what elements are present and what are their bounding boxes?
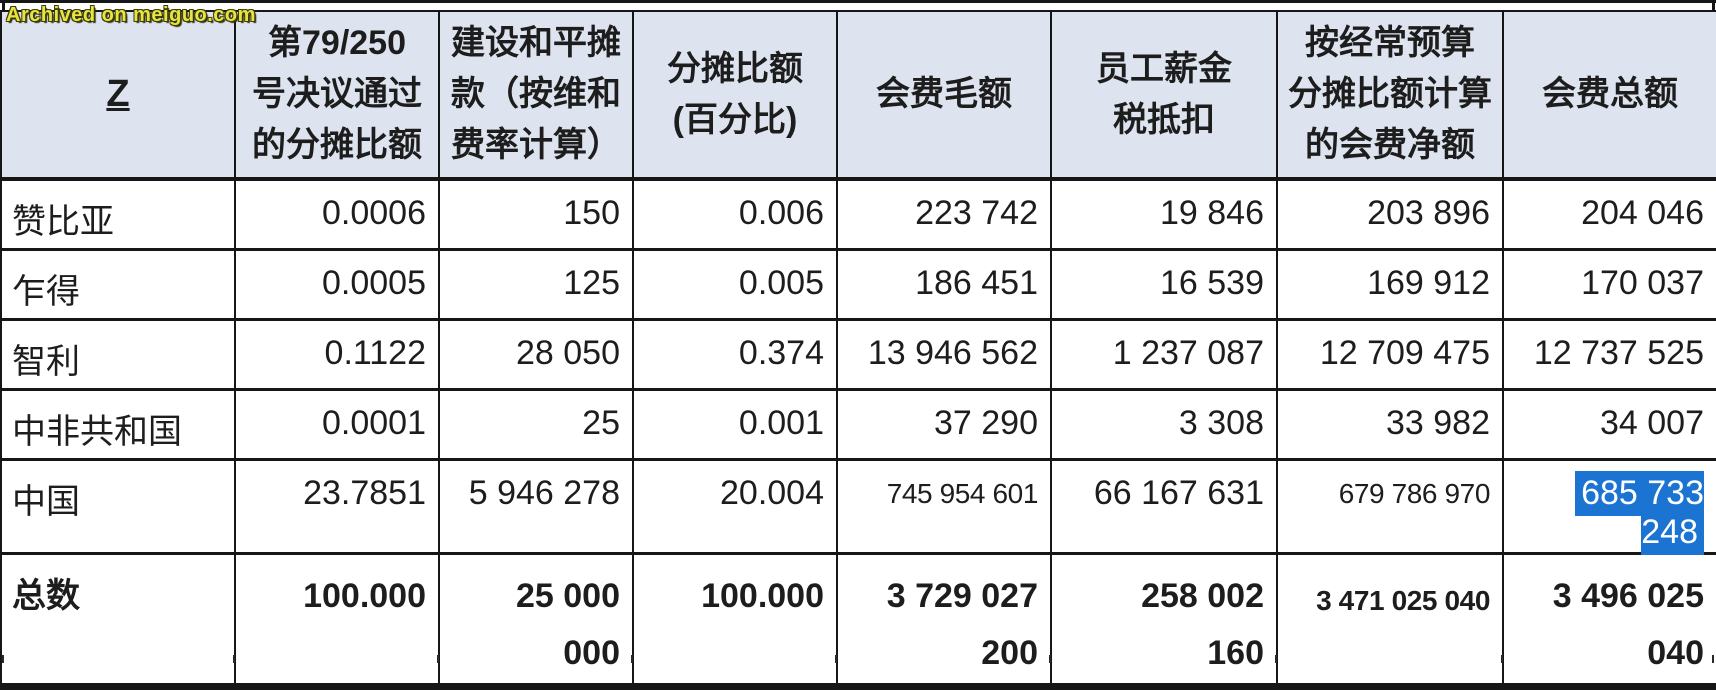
country-cell: 赞比亚 (0, 177, 236, 251)
column-header-5: 员工薪金 税抵扣 (1050, 10, 1278, 181)
value-cell: 0.001 (632, 387, 838, 461)
value-cell: 0.0001 (234, 387, 440, 461)
value-cell: 685 733 248 (1502, 457, 1716, 555)
value-cell: 3 471 025 040 (1276, 551, 1504, 690)
country-cell: 中国 (0, 457, 236, 555)
selected-value: 685 733 248 (1575, 470, 1704, 555)
value-cell: 125 (438, 247, 634, 321)
value-cell: 3 729 027 200 (836, 551, 1052, 690)
cutoff-row-top-border (0, 0, 1716, 3)
value-cell: 28 050 (438, 317, 634, 391)
value-cell: 5 946 278 (438, 457, 634, 555)
value-cell: 12 709 475 (1276, 317, 1504, 391)
column-header-7: 会费总额 (1502, 10, 1716, 181)
value-cell: 16 539 (1050, 247, 1278, 321)
value-cell: 3 308 (1050, 387, 1278, 461)
country-cell: 中非共和国 (0, 387, 236, 461)
watermark: Archived on meiguo.com (6, 4, 256, 26)
value-cell: 0.0005 (234, 247, 440, 321)
value-cell: 13 946 562 (836, 317, 1052, 391)
total-label-cell: 总数 (0, 551, 236, 690)
column-header-4: 会费毛额 (836, 10, 1052, 181)
column-header-6: 按经常预算 分摊比额计算 的会费净额 (1276, 10, 1504, 181)
value-cell: 12 737 525 (1502, 317, 1716, 391)
value-cell: 0.006 (632, 177, 838, 251)
column-header-0: Z (0, 10, 236, 181)
table-row: 乍得 0.0005 125 0.005 186 451 16 539 169 912 170 … (0, 247, 1716, 321)
column-header-1: 第79/250 号决议通过 的分摊比额 (234, 10, 440, 181)
table-row: 中非共和国 0.0001 25 0.001 37 290 3 308 33 982 34 00… (0, 387, 1716, 461)
value-cell: 66 167 631 (1050, 457, 1278, 555)
value-cell: 223 742 (836, 177, 1052, 251)
table-row: 赞比亚 0.0006 150 0.006 223 742 19 846 203 896 204… (0, 177, 1716, 251)
value-cell: 37 290 (836, 387, 1052, 461)
value-cell: 100.000 (234, 551, 440, 690)
value-cell: 0.1122 (234, 317, 440, 391)
value-cell: 100.000 (632, 551, 838, 690)
column-header-2: 建设和平摊 款（按维和 费率计算） (438, 10, 634, 181)
value-cell: 204 046 (1502, 177, 1716, 251)
country-cell: 乍得 (0, 247, 236, 321)
value-cell: 1 237 087 (1050, 317, 1278, 391)
value-cell: 33 982 (1276, 387, 1504, 461)
value-cell: 0.005 (632, 247, 838, 321)
value-cell: 0.0006 (234, 177, 440, 251)
value-cell: 186 451 (836, 247, 1052, 321)
value-cell: 25 (438, 387, 634, 461)
column-header-3: 分摊比额 (百分比) (632, 10, 838, 181)
value-cell: 679 786 970 (1276, 457, 1504, 555)
table-row: 智利 0.1122 28 050 0.374 13 946 562 1 237 087 12… (0, 317, 1716, 391)
total-row: 总数 100.000 25 000 000 100.000 3 729 027 200 2… (0, 551, 1716, 690)
header-row: Z 第79/250 号决议通过 的分摊比额 建设和平摊 款（按维和 费率计算） 分摊比… (0, 10, 1716, 181)
value-cell: 34 007 (1502, 387, 1716, 461)
value-cell: 0.374 (632, 317, 838, 391)
country-cell: 智利 (0, 317, 236, 391)
value-cell: 745 954 601 (836, 457, 1052, 555)
value-cell: 203 896 (1276, 177, 1504, 251)
table-row: 中国 23.7851 5 946 278 20.004 745 954 601 66 16… (0, 457, 1716, 555)
table-left-border-stub (2, 0, 5, 12)
value-cell: 169 912 (1276, 247, 1504, 321)
value-cell: 19 846 (1050, 177, 1278, 251)
value-cell: 20.004 (632, 457, 838, 555)
assessment-table: Z 第79/250 号决议通过 的分摊比额 建设和平摊 款（按维和 费率计算） 分摊比… (0, 10, 1716, 690)
table-right-border-stub (1712, 0, 1715, 12)
value-cell: 25 000 000 (438, 551, 634, 690)
value-cell: 170 037 (1502, 247, 1716, 321)
value-cell: 23.7851 (234, 457, 440, 555)
value-cell: 150 (438, 177, 634, 251)
value-cell: 3 496 025 040 (1502, 551, 1716, 690)
value-cell: 258 002 160 (1050, 551, 1278, 690)
